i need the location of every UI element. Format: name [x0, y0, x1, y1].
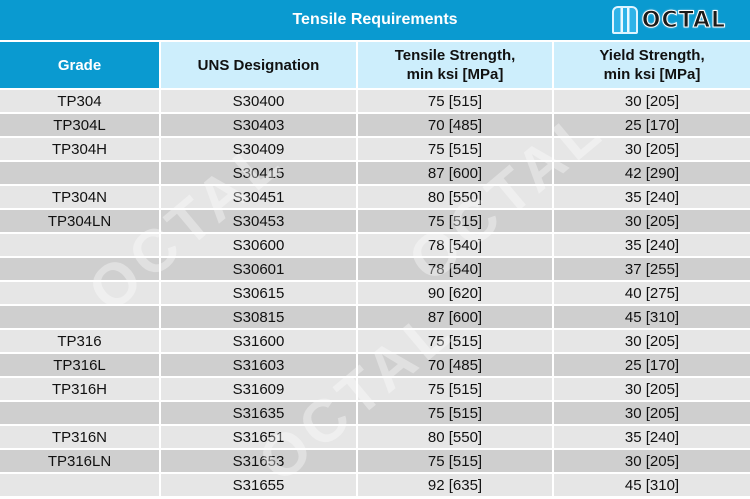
tensile-cell: 78 [540] — [358, 234, 552, 256]
table-row: TP316LN S31653 75 [515] 30 [205] — [0, 450, 750, 472]
grade-cell: TP304H — [0, 138, 159, 160]
table-row: TP316H S31609 75 [515] 30 [205] — [0, 378, 750, 400]
yield-cell: 35 [240] — [554, 426, 750, 448]
table-row: TP316 S31600 75 [515] 30 [205] — [0, 330, 750, 352]
yield-cell: 35 [240] — [554, 186, 750, 208]
tensile-cell: 75 [515] — [358, 138, 552, 160]
octal-logo: OCTAL — [611, 6, 726, 34]
table-row: S30600 78 [540] 35 [240] — [0, 234, 750, 256]
grade-cell — [0, 282, 159, 304]
grade-cell: TP316L — [0, 354, 159, 376]
yield-cell: 30 [205] — [554, 378, 750, 400]
tensile-cell: 75 [515] — [358, 210, 552, 232]
uns-cell: S30415 — [161, 162, 356, 184]
table-row: TP316N S31651 80 [550] 35 [240] — [0, 426, 750, 448]
uns-cell: S30400 — [161, 90, 356, 112]
uns-cell: S30600 — [161, 234, 356, 256]
tensile-cell: 75 [515] — [358, 450, 552, 472]
grade-cell: TP316LN — [0, 450, 159, 472]
octal-logo-icon — [611, 6, 638, 34]
uns-cell: S30815 — [161, 306, 356, 328]
header-tensile-line1: Tensile Strength, — [394, 47, 516, 64]
yield-cell: 42 [290] — [554, 162, 750, 184]
header-yield-line1: Yield Strength, — [599, 47, 705, 64]
yield-cell: 30 [205] — [554, 138, 750, 160]
tensile-cell: 75 [515] — [358, 90, 552, 112]
header-uns-label: UNS Designation — [197, 56, 320, 74]
header-grade: Grade — [0, 42, 159, 88]
grade-cell — [0, 402, 159, 424]
yield-cell: 45 [310] — [554, 306, 750, 328]
grade-cell: TP304L — [0, 114, 159, 136]
uns-cell: S30409 — [161, 138, 356, 160]
table-row: S30415 87 [600] 42 [290] — [0, 162, 750, 184]
grade-cell: TP304LN — [0, 210, 159, 232]
table-row: S30601 78 [540] 37 [255] — [0, 258, 750, 280]
uns-cell: S31651 — [161, 426, 356, 448]
header-tensile-line2: min ksi [MPa] — [406, 66, 504, 83]
uns-cell: S31653 — [161, 450, 356, 472]
yield-cell: 25 [170] — [554, 354, 750, 376]
table-row: S31635 75 [515] 30 [205] — [0, 402, 750, 424]
grade-cell — [0, 306, 159, 328]
yield-cell: 25 [170] — [554, 114, 750, 136]
header-uns: UNS Designation — [161, 42, 356, 88]
table-row: TP304 S30400 75 [515] 30 [205] — [0, 90, 750, 112]
grade-cell: TP304N — [0, 186, 159, 208]
grade-cell: TP316H — [0, 378, 159, 400]
yield-cell: 30 [205] — [554, 210, 750, 232]
grade-cell — [0, 162, 159, 184]
uns-cell: S30403 — [161, 114, 356, 136]
uns-cell: S31603 — [161, 354, 356, 376]
yield-cell: 40 [275] — [554, 282, 750, 304]
yield-cell: 30 [205] — [554, 90, 750, 112]
grade-cell: TP304 — [0, 90, 159, 112]
yield-cell: 35 [240] — [554, 234, 750, 256]
header-grade-label: Grade — [57, 56, 102, 74]
tensile-cell: 87 [600] — [358, 306, 552, 328]
yield-cell: 30 [205] — [554, 330, 750, 352]
header-yield-line2: min ksi [MPa] — [603, 66, 701, 83]
tensile-cell: 80 [550] — [358, 186, 552, 208]
tensile-cell: 80 [550] — [358, 426, 552, 448]
table-row: S31655 92 [635] 45 [310] — [0, 474, 750, 496]
yield-cell: 45 [310] — [554, 474, 750, 496]
header-tensile: Tensile Strength, min ksi [MPa] — [358, 42, 552, 88]
table-row: TP304L S30403 70 [485] 25 [170] — [0, 114, 750, 136]
logo-text: OCTAL — [641, 7, 726, 33]
grade-cell — [0, 258, 159, 280]
uns-cell: S30453 — [161, 210, 356, 232]
header-yield: Yield Strength, min ksi [MPa] — [554, 42, 750, 88]
uns-cell: S30601 — [161, 258, 356, 280]
grade-cell: TP316N — [0, 426, 159, 448]
tensile-cell: 75 [515] — [358, 378, 552, 400]
uns-cell: S31635 — [161, 402, 356, 424]
yield-cell: 37 [255] — [554, 258, 750, 280]
uns-cell: S30451 — [161, 186, 356, 208]
uns-cell: S30615 — [161, 282, 356, 304]
tensile-cell: 87 [600] — [358, 162, 552, 184]
grade-cell — [0, 234, 159, 256]
uns-cell: S31600 — [161, 330, 356, 352]
uns-cell: S31609 — [161, 378, 356, 400]
table-row: S30615 90 [620] 40 [275] — [0, 282, 750, 304]
table-row: TP304N S30451 80 [550] 35 [240] — [0, 186, 750, 208]
tensile-cell: 75 [515] — [358, 402, 552, 424]
uns-cell: S31655 — [161, 474, 356, 496]
tensile-cell: 92 [635] — [358, 474, 552, 496]
tensile-cell: 90 [620] — [358, 282, 552, 304]
table-row: TP304LN S30453 75 [515] 30 [205] — [0, 210, 750, 232]
grade-cell — [0, 474, 159, 496]
tensile-cell: 78 [540] — [358, 258, 552, 280]
tensile-cell: 75 [515] — [358, 330, 552, 352]
tensile-cell: 70 [485] — [358, 114, 552, 136]
table-row: S30815 87 [600] 45 [310] — [0, 306, 750, 328]
title-text: Tensile Requirements — [292, 11, 458, 28]
grade-cell: TP316 — [0, 330, 159, 352]
table-row: TP316L S31603 70 [485] 25 [170] — [0, 354, 750, 376]
tensile-cell: 70 [485] — [358, 354, 552, 376]
yield-cell: 30 [205] — [554, 450, 750, 472]
table-row: TP304H S30409 75 [515] 30 [205] — [0, 138, 750, 160]
yield-cell: 30 [205] — [554, 402, 750, 424]
